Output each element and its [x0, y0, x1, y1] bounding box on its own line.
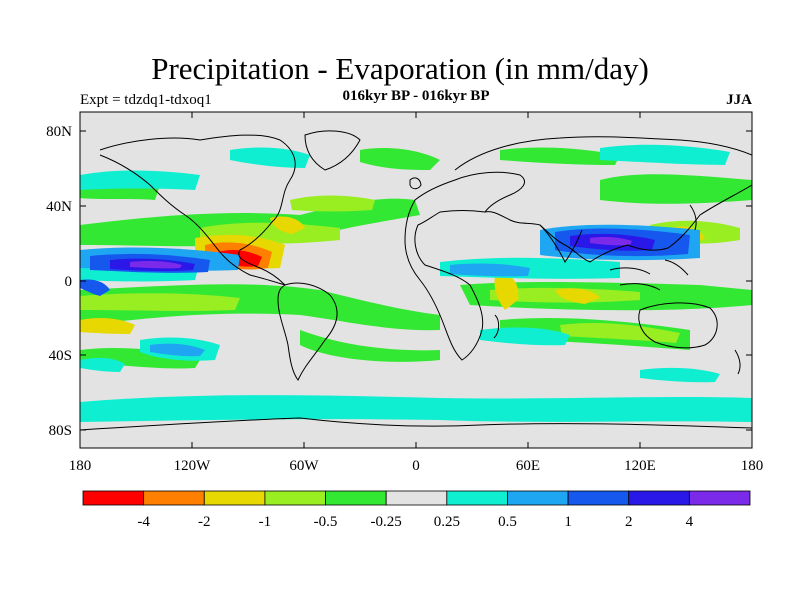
- colorbar-label: 0.5: [498, 514, 517, 530]
- lon-label: 0: [412, 458, 420, 474]
- lat-label: 80S: [49, 423, 72, 439]
- lat-label: 40N: [46, 199, 72, 215]
- colorbar-swatch: [264, 490, 326, 506]
- period-label: 016kyr BP - 016kyr BP: [342, 88, 490, 104]
- colorbar-label: 0.25: [434, 514, 460, 530]
- lon-axis: 180 120W 60W 0 60E 120E 180: [69, 112, 764, 474]
- plot-title: Precipitation - Evaporation (in mm/day): [151, 51, 649, 86]
- experiment-label: Expt = tdzdq1-tdxoq1: [80, 92, 212, 108]
- lat-label: 0: [65, 274, 73, 290]
- lon-label: 120W: [174, 458, 212, 474]
- colorbar: -4 -2 -1 -0.5 -0.25 0.25 0.5 1 2 4: [82, 490, 751, 530]
- map-panel: [80, 112, 752, 448]
- colorbar-swatch: [385, 490, 448, 506]
- colorbar-label: 2: [625, 514, 633, 530]
- lat-label: 80N: [46, 124, 72, 140]
- colorbar-swatch: [446, 490, 508, 506]
- lon-label: 60W: [289, 458, 319, 474]
- colorbar-label: 1: [564, 514, 572, 530]
- colorbar-swatch: [688, 490, 751, 506]
- lon-label: 120E: [624, 458, 656, 474]
- colorbar-label: -0.5: [314, 514, 338, 530]
- colorbar-swatch: [203, 490, 266, 506]
- lon-label: 60E: [516, 458, 540, 474]
- colorbar-swatch: [567, 490, 630, 506]
- colorbar-label: -4: [137, 514, 150, 530]
- field-violet: [130, 237, 632, 269]
- colorbar-swatch: [82, 490, 145, 506]
- colorbar-swatch: [325, 490, 387, 506]
- season-label: JJA: [726, 92, 752, 108]
- lon-label: 180: [741, 458, 764, 474]
- colorbar-swatch: [628, 490, 690, 506]
- lat-axis: 80N 40N 0 40S 80S: [46, 124, 752, 439]
- lat-label: 40S: [49, 348, 72, 364]
- colorbar-label: -2: [198, 514, 211, 530]
- colorbar-label: -0.25: [371, 514, 402, 530]
- colorbar-label: 4: [686, 514, 694, 530]
- colorbar-label: -1: [259, 514, 272, 530]
- colorbar-swatch: [507, 490, 569, 506]
- colorbar-swatch: [143, 490, 205, 506]
- coastlines: [80, 130, 752, 431]
- lon-label: 180: [69, 458, 92, 474]
